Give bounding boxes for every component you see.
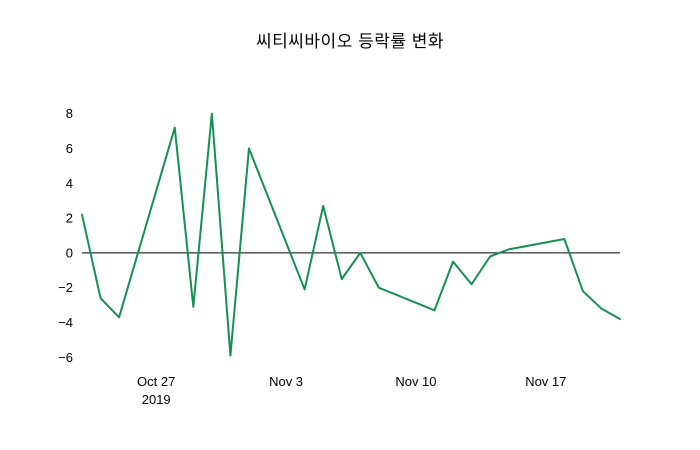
- chart-title: 씨티씨바이오 등락률 변화: [256, 32, 444, 51]
- y-tick-label: −4: [58, 315, 73, 330]
- y-tick-label: −6: [58, 350, 73, 365]
- x-tick-label: Nov 10: [395, 374, 436, 389]
- x-tick-sublabel: 2019: [142, 392, 171, 407]
- y-tick-label: 4: [66, 176, 73, 191]
- y-tick-label: −2: [58, 280, 73, 295]
- x-tick-label: Nov 17: [525, 374, 566, 389]
- x-tick-label: Nov 3: [269, 374, 303, 389]
- y-tick-label: 8: [66, 106, 73, 121]
- x-tick-label: Oct 27: [137, 374, 175, 389]
- price-change-line-series: [81, 112, 621, 357]
- y-tick-label: 6: [66, 141, 73, 156]
- y-tick-label: 0: [66, 245, 73, 260]
- y-tick-label: 2: [66, 211, 73, 226]
